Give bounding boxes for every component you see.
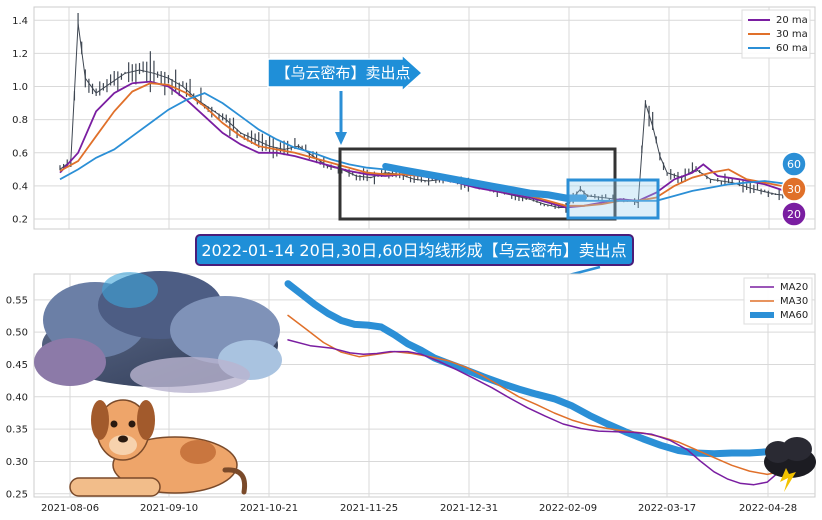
bottom-y-tick-4: 0.45 xyxy=(6,360,28,371)
price-line xyxy=(59,23,791,208)
bottom-y-tick-labels: 0.25 0.30 0.35 0.40 0.45 0.50 0.55 xyxy=(6,295,28,500)
bottom-ma-lines xyxy=(284,280,789,486)
top-gridlines xyxy=(34,7,815,229)
bottom-x-tick-0: 2021-08-06 xyxy=(41,503,99,514)
badge-20-label: 20 xyxy=(787,208,801,221)
bottom-y-tick-1: 0.30 xyxy=(6,457,28,468)
bottom-y-tick-5: 0.50 xyxy=(6,328,28,339)
sell-point-arrow-label: 【乌云密布】卖出点 xyxy=(267,53,424,145)
dog-tail xyxy=(222,467,248,495)
bottom-series-line-ma30 xyxy=(287,314,786,476)
dog-ear-right xyxy=(137,400,155,440)
sell-signal-region-box xyxy=(338,147,617,221)
top-y-tick-3: 0.8 xyxy=(12,115,28,126)
down-arrow-head xyxy=(335,132,347,145)
top-legend: 20 ma 30 ma 60 ma xyxy=(741,9,811,59)
bottom-x-tick-labels: 2021-08-06 2021-09-10 2021-10-21 2021-11-25… xyxy=(41,503,797,514)
bottom-series-line-ma60 xyxy=(284,280,789,458)
dog-nose xyxy=(118,435,128,443)
banner-box xyxy=(195,234,634,266)
bottom-x-tick-5: 2022-02-09 xyxy=(539,503,597,514)
top-y-tick-4: 1.0 xyxy=(12,82,28,93)
small-storm-cloud-icon xyxy=(764,437,816,492)
bottom-x-tick-2: 2021-10-21 xyxy=(240,503,298,514)
bottom-y-tick-6: 0.55 xyxy=(6,295,28,306)
top-y-tick-5: 1.2 xyxy=(12,49,28,60)
arrow-label-shape xyxy=(267,53,424,93)
top-ma-lines xyxy=(59,80,791,209)
badge-60-label: 60 xyxy=(787,158,801,171)
dog-eye-left xyxy=(110,420,118,428)
crossover-highlight-box xyxy=(566,178,660,220)
legend-label-30ma: 30 ma xyxy=(776,29,808,40)
bottom-series-line-ma20 xyxy=(287,339,786,486)
top-y-tick-6: 1.4 xyxy=(12,16,28,27)
top-plot-area xyxy=(33,6,816,230)
bottom-x-tick-1: 2021-09-10 xyxy=(140,503,198,514)
lightning-bolt xyxy=(780,468,796,492)
legend-label-ma60: MA60 xyxy=(780,310,808,321)
storm-cloud-illustration xyxy=(34,271,282,393)
dog-ear-left xyxy=(91,400,109,440)
bottom-x-tick-7: 2022-04-28 xyxy=(739,503,797,514)
top-y-tick-1: 0.4 xyxy=(12,181,28,192)
bottom-x-tick-6: 2022-03-17 xyxy=(638,503,696,514)
ma-badges: 60 30 20 xyxy=(781,151,807,227)
badge-30 xyxy=(781,176,807,202)
bottom-y-tick-0: 0.25 xyxy=(6,489,28,500)
top-arrow-label-text: 【乌云密布】卖出点 xyxy=(275,64,410,82)
cloud-puff-blue xyxy=(102,272,158,308)
badge-20 xyxy=(781,201,807,227)
dog-front-paws xyxy=(69,477,161,497)
top-series-line-60ma xyxy=(59,92,791,202)
bottom-legend: MA20 MA30 MA60 xyxy=(743,277,813,325)
top-series-line-60ma-highlight xyxy=(382,163,587,201)
dog-illustration xyxy=(69,399,248,497)
bottom-x-tick-4: 2021-12-31 xyxy=(440,503,498,514)
cloud-puff-purple xyxy=(34,338,106,386)
small-cloud-puff-right xyxy=(782,437,812,461)
bottom-x-tick-3: 2021-11-25 xyxy=(340,503,398,514)
legend-label-60ma: 60 ma xyxy=(776,43,808,54)
legend-label-ma30: MA30 xyxy=(780,296,808,307)
dog-body-spot xyxy=(180,440,216,464)
legend-label-ma20: MA20 xyxy=(780,282,808,293)
top-y-tick-0: 0.2 xyxy=(12,215,28,226)
cloud-puff-bottom xyxy=(130,357,250,393)
top-y-tick-2: 0.6 xyxy=(12,148,28,159)
banner-text: 2022-01-14 20日,30日,60日均线形成【乌云密布】卖出点 xyxy=(201,241,626,260)
top-panel: 0.2 0.4 0.6 0.8 1.0 1.2 1.4 【乌云密布】卖出点 20 ma 30… xyxy=(12,6,816,230)
dog-eye-right xyxy=(128,420,136,428)
bottom-y-tick-3: 0.40 xyxy=(6,392,28,403)
badge-60 xyxy=(781,151,807,177)
badge-30-label: 30 xyxy=(787,183,801,196)
bottom-y-tick-2: 0.35 xyxy=(6,425,28,436)
top-y-tick-labels: 0.2 0.4 0.6 0.8 1.0 1.2 1.4 xyxy=(12,16,28,226)
legend-label-20ma: 20 ma xyxy=(776,15,808,26)
dog-muzzle xyxy=(109,435,137,455)
